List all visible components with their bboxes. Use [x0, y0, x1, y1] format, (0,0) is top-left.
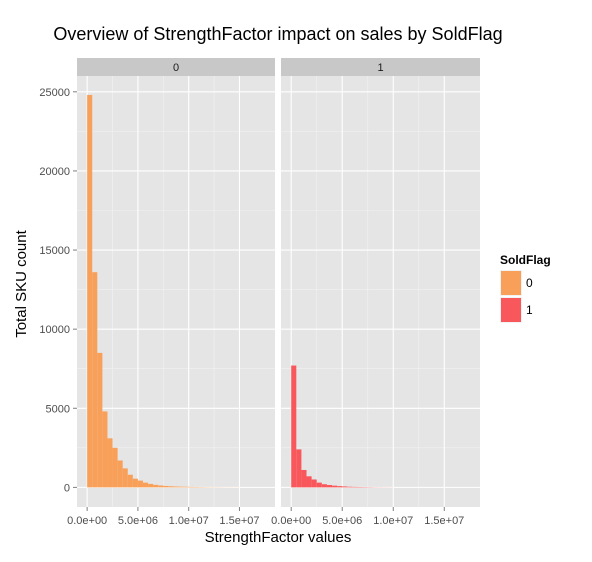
legend-label: 0	[526, 276, 533, 290]
histogram-bar	[133, 479, 138, 488]
panels-layer: 0 0.0e+00 5.0e+06 1.0e+07 1.5e+07 0 5000 10000 1…	[39, 58, 480, 527]
x-tick-label: 0.0e+00	[271, 515, 311, 527]
histogram-bar	[347, 487, 352, 488]
facet-strip-label: 0	[173, 62, 179, 74]
legend-swatch	[501, 298, 521, 322]
histogram-bar	[163, 486, 168, 487]
x-tick-label: 1.5e+07	[219, 515, 259, 527]
chart-title: Overview of StrengthFactor impact on sal…	[53, 24, 502, 44]
histogram-bar	[317, 483, 322, 488]
x-tick-label: 5.0e+06	[118, 515, 158, 527]
histogram-bar	[168, 486, 173, 487]
facet-strip-label: 1	[377, 62, 383, 74]
histogram-bar	[92, 272, 97, 487]
histogram-bar	[291, 366, 296, 488]
histogram-bar	[87, 95, 92, 487]
x-axis-label: StrengthFactor values	[205, 529, 352, 546]
panel-background	[281, 76, 480, 507]
y-tick-label: 5000	[46, 403, 70, 415]
histogram-bar	[148, 484, 153, 487]
histogram-bar	[312, 479, 317, 487]
y-tick-label: 10000	[39, 324, 70, 336]
histogram-bar	[113, 448, 118, 488]
histogram-bar	[123, 468, 128, 487]
histogram-bar	[128, 475, 133, 488]
histogram-bar	[153, 485, 158, 488]
histogram-bar	[332, 486, 337, 488]
histogram-bar	[301, 470, 306, 487]
histogram-bar	[102, 411, 107, 487]
y-axis-label: Total SKU count	[13, 229, 30, 337]
histogram-bar	[296, 449, 301, 487]
histogram-bar	[173, 487, 178, 488]
histogram-bar	[158, 485, 163, 487]
histogram-bar	[107, 438, 112, 487]
facet-panel-0: 0 0.0e+00 5.0e+06 1.0e+07 1.5e+07 0 5000 10000 1…	[39, 58, 275, 527]
histogram-bar	[143, 483, 148, 488]
x-tick-label: 1.0e+07	[169, 515, 209, 527]
histogram-bar	[118, 460, 123, 487]
legend: SoldFlag 0 1	[500, 253, 551, 323]
y-tick-label: 20000	[39, 166, 70, 178]
y-tick-label: 15000	[39, 245, 70, 257]
histogram-bar	[337, 486, 342, 487]
histogram-bar	[322, 484, 327, 487]
x-tick-label: 1.5e+07	[424, 515, 464, 527]
legend-title: SoldFlag	[500, 253, 551, 267]
histogram-bar	[327, 485, 332, 487]
histogram-bar	[307, 476, 312, 487]
histogram-bar	[138, 481, 143, 488]
histogram-bar	[184, 487, 189, 488]
histogram-bar	[97, 353, 102, 487]
facet-panel-1: 1 0.0e+00 5.0e+06 1.0e+07 1.5e+07	[271, 58, 480, 527]
histogram-bar	[179, 487, 184, 488]
x-tick-label: 5.0e+06	[322, 515, 362, 527]
legend-swatch	[501, 271, 521, 295]
legend-label: 1	[526, 303, 533, 317]
y-tick-label: 25000	[39, 87, 70, 99]
x-tick-label: 0.0e+00	[67, 515, 107, 527]
histogram-bar	[342, 486, 347, 487]
y-tick-label: 0	[64, 482, 70, 494]
x-tick-label: 1.0e+07	[373, 515, 413, 527]
